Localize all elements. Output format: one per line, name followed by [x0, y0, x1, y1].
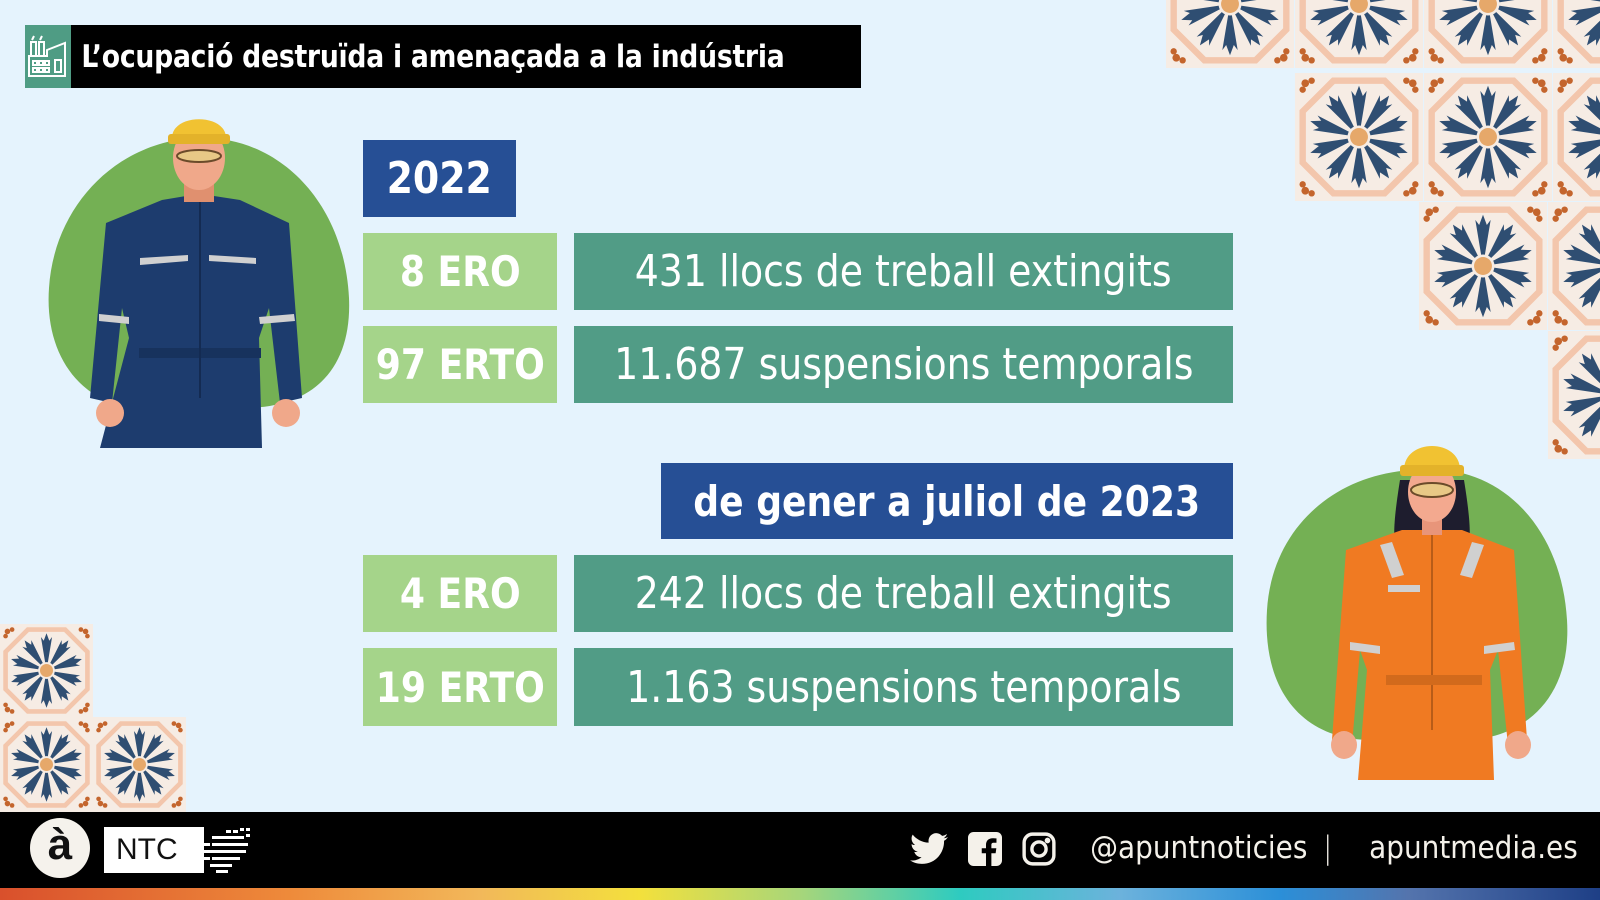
tile-decoration [1295, 73, 1423, 201]
apunt-logo[interactable]: à [30, 818, 90, 878]
stat-count-text: 4 ERO [399, 569, 521, 618]
tile-decoration [1553, 73, 1600, 201]
period-label-2022: 2022 [363, 140, 516, 217]
twitter-icon[interactable] [910, 833, 948, 870]
tile-decoration [93, 717, 186, 812]
stat-description-text: 242 llocs de treball extingits [635, 568, 1172, 619]
footer-bar [0, 812, 1600, 888]
ntc-logo[interactable]: NTC [104, 827, 204, 873]
tile-decoration [1553, 0, 1600, 68]
logo-letter: à [47, 820, 73, 869]
stat-count-text: 19 ERTO [375, 662, 545, 712]
stat-description-box: 242 llocs de treball extingits [574, 555, 1233, 632]
social-icons [910, 832, 1056, 871]
tile-decoration [1424, 0, 1552, 68]
female-worker-illustration [1262, 420, 1582, 780]
brand-text: NTC [116, 833, 178, 866]
stat-count-box: 4 ERO [363, 555, 557, 632]
stat-count-box: 8 ERO [363, 233, 557, 310]
stat-count-box: 97 ERTO [363, 326, 557, 403]
tile-decoration [1166, 0, 1294, 68]
stat-count-text: 8 ERO [399, 247, 521, 296]
stat-description-text: 11.687 suspensions temporals [613, 339, 1194, 390]
period-text: 2022 [386, 153, 493, 204]
male-worker-illustration [44, 108, 354, 448]
tile-decoration [1548, 331, 1600, 459]
stat-description-box: 1.163 suspensions temporals [574, 648, 1233, 726]
stat-description-text: 431 llocs de treball extingits [635, 246, 1172, 297]
page-title: L’ocupació destruïda i amenaçada a la in… [81, 38, 785, 75]
stat-description-box: 11.687 suspensions temporals [574, 326, 1233, 403]
ntc-speed-lines-icon [196, 828, 252, 879]
stat-count-text: 97 ERTO [375, 340, 545, 389]
factory-icon [25, 25, 71, 88]
tile-decoration [1424, 73, 1552, 201]
tile-decoration [0, 624, 93, 717]
tile-decoration [1295, 0, 1423, 68]
stat-description-box: 431 llocs de treball extingits [574, 233, 1233, 310]
footer-separator: | [1322, 830, 1333, 866]
website-link[interactable]: apuntmedia.es [1369, 830, 1578, 866]
stat-description-text: 1.163 suspensions temporals [625, 661, 1182, 713]
footer-links: @apuntnoticies | apuntmedia.es [1066, 830, 1578, 866]
instagram-icon[interactable] [1022, 832, 1056, 871]
tile-decoration [1548, 202, 1600, 330]
tile-decoration [0, 717, 93, 812]
stat-count-box: 19 ERTO [363, 648, 557, 726]
rainbow-gradient-bar [0, 888, 1600, 900]
period-text: de gener a juliol de 2023 [693, 476, 1201, 526]
tile-decoration [1419, 202, 1547, 330]
period-label-2023: de gener a juliol de 2023 [661, 463, 1233, 539]
social-handle-link[interactable]: @apuntnoticies [1090, 830, 1308, 866]
facebook-icon[interactable] [968, 832, 1002, 871]
header-banner: L’ocupació destruïda i amenaçada a la in… [25, 25, 861, 88]
